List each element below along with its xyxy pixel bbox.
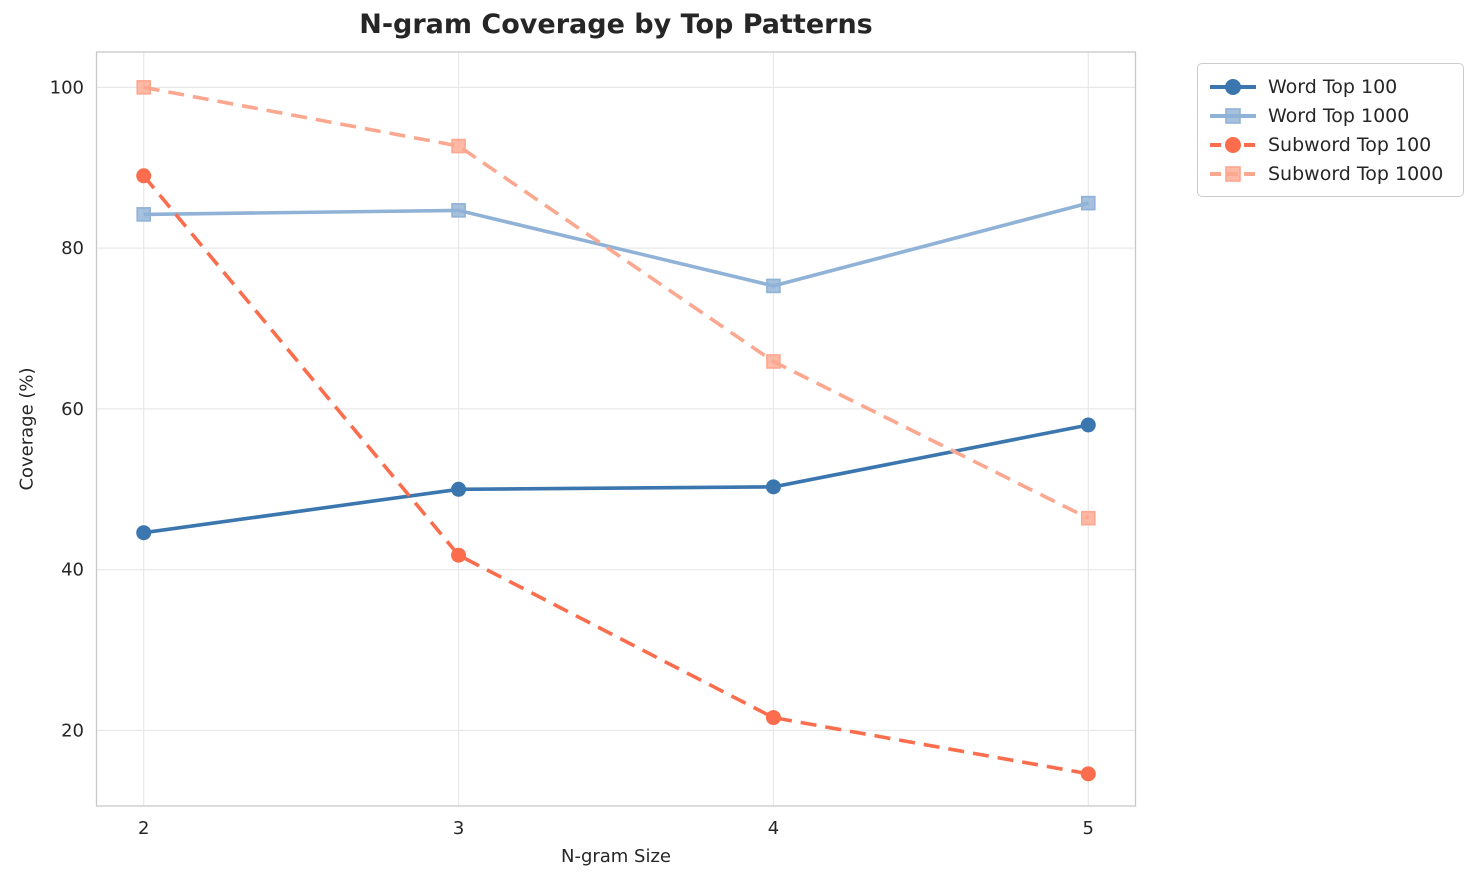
y-tick-label: 100 — [50, 77, 84, 98]
legend-sample-solid-line-square-icon — [1210, 107, 1256, 124]
x-axis-label: N-gram Size — [560, 846, 672, 867]
legend-sample-dashed-line-circle-icon — [1210, 136, 1256, 153]
series-marker — [451, 547, 467, 563]
series-marker — [1080, 417, 1096, 433]
series-marker — [451, 203, 466, 218]
x-tick-label: 5 — [1083, 818, 1094, 839]
series-line — [143, 423, 1089, 535]
legend-label: Word Top 1000 — [1268, 104, 1410, 127]
series-line — [143, 201, 1089, 288]
legend-label: Subword Top 100 — [1268, 133, 1432, 156]
series-line — [143, 85, 1090, 520]
series-marker — [1080, 510, 1096, 526]
x-tick-label: 2 — [138, 818, 149, 839]
series-marker — [136, 207, 152, 222]
series-marker — [765, 479, 781, 495]
x-tick-label: 3 — [453, 818, 464, 839]
legend-item: Word Top 100 — [1208, 72, 1451, 101]
chart-title: N-gram Coverage by Top Patterns — [359, 9, 873, 40]
y-axis-label: Coverage (%) — [16, 367, 38, 491]
y-tick-label: 40 — [61, 560, 84, 581]
series-marker — [766, 354, 781, 369]
legend-item: Subword Top 1000 — [1208, 159, 1451, 188]
series-marker — [766, 278, 781, 294]
legend-item: Subword Top 100 — [1208, 130, 1451, 159]
series-marker — [765, 710, 781, 726]
legend-sample-dashed-line-square-icon — [1210, 165, 1256, 182]
series-line — [142, 174, 1089, 776]
series-marker — [451, 138, 466, 154]
legend-label: Word Top 100 — [1268, 75, 1398, 98]
series-marker — [136, 80, 152, 95]
axes-frame — [95, 51, 1137, 807]
series-marker — [1080, 766, 1096, 782]
legend-item: Word Top 1000 — [1208, 101, 1451, 130]
legend: Word Top 100 Word Top 1000 Subword Top 100… — [1197, 63, 1464, 197]
series-marker — [136, 168, 152, 184]
y-tick-label: 60 — [61, 399, 84, 420]
y-tick-label: 80 — [61, 238, 84, 259]
series-marker — [451, 481, 467, 497]
x-tick-label: 4 — [768, 818, 779, 839]
series-marker — [1080, 195, 1096, 211]
legend-sample-solid-line-circle-icon — [1210, 78, 1256, 95]
legend-rows: Word Top 100 Word Top 1000 Subword Top 100… — [1208, 72, 1451, 188]
legend-label: Subword Top 1000 — [1268, 162, 1444, 185]
y-tick-label: 20 — [61, 720, 84, 741]
series-marker — [136, 525, 152, 541]
